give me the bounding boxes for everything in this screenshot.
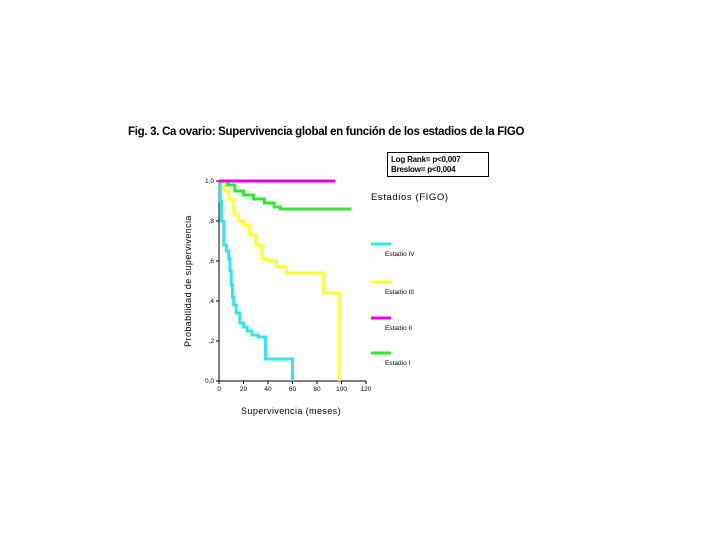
legend-label-estadio-iv: Estadio IV [385, 251, 415, 258]
series-line-estadio-iv [218, 179, 294, 381]
y-axis-title: Probabilidad de supervivencia [183, 215, 193, 347]
figure-title: Fig. 3. Ca ovario: Supervivencia global … [128, 126, 525, 138]
statistics-box: Log Rank= p<0,007 Breslow= p<0,004 [387, 152, 489, 177]
series-line-estadio-i [219, 179, 352, 211]
legend-label-estadio-iii: Estadio III [385, 289, 414, 296]
x-axis-title: Supervivencia (meses) [241, 406, 341, 416]
legend-swatch-estadio-iv [371, 242, 391, 246]
legend-swatch-estadio-ii [371, 316, 391, 320]
series-group [218, 179, 352, 381]
legend-swatch-estadio-i [371, 351, 391, 355]
breslow-text: Breslow= p<0,004 [391, 165, 456, 174]
y-tick-label: ,6 [209, 258, 215, 265]
legend-swatch-estadio-iii [371, 280, 391, 284]
axes-group [218, 181, 366, 382]
x-tick-label: 80 [313, 386, 321, 393]
legend-label-estadio-ii: Estadio II [385, 325, 412, 332]
ticks-group: 0 20 40 60 80 100 120 0,0 ,2 ,4 ,6 ,8 1,0 [205, 178, 372, 393]
y-tick-label: 0,0 [205, 378, 214, 385]
x-tick-label: 20 [240, 386, 248, 393]
y-tick-label: 1,0 [205, 178, 214, 185]
x-tick-label: 60 [289, 386, 297, 393]
y-tick-label: ,2 [209, 338, 215, 345]
x-tick-label: 100 [336, 386, 347, 393]
legend-title: Estadios (FIGO) [371, 192, 449, 203]
x-tick-label: 40 [264, 386, 272, 393]
legend-group: Estadio IV Estadio III Estadio II Estadio I [371, 242, 415, 367]
x-tick-label: 120 [361, 386, 372, 393]
log-rank-text: Log Rank= p<0,007 [391, 155, 461, 164]
series-line-estadio-iii [219, 179, 341, 381]
y-tick-label: ,4 [209, 298, 215, 305]
y-tick-label: ,8 [209, 218, 215, 225]
legend-label-estadio-i: Estadio I [385, 360, 410, 367]
x-tick-label: 0 [217, 386, 221, 393]
